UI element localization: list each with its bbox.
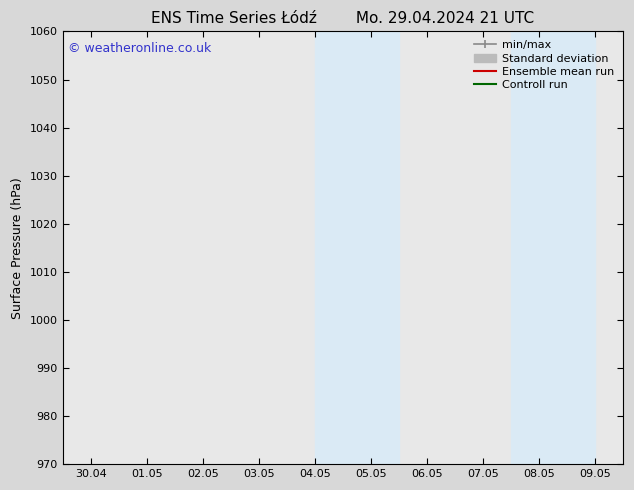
Title: ENS Time Series Łódź        Mo. 29.04.2024 21 UTC: ENS Time Series Łódź Mo. 29.04.2024 21 U… (151, 11, 534, 26)
Bar (314, 31, 399, 464)
Bar (511, 31, 595, 464)
Y-axis label: Surface Pressure (hPa): Surface Pressure (hPa) (11, 177, 24, 318)
Text: © weatheronline.co.uk: © weatheronline.co.uk (68, 42, 212, 55)
Legend: min/max, Standard deviation, Ensemble mean run, Controll run: min/max, Standard deviation, Ensemble me… (470, 37, 618, 94)
